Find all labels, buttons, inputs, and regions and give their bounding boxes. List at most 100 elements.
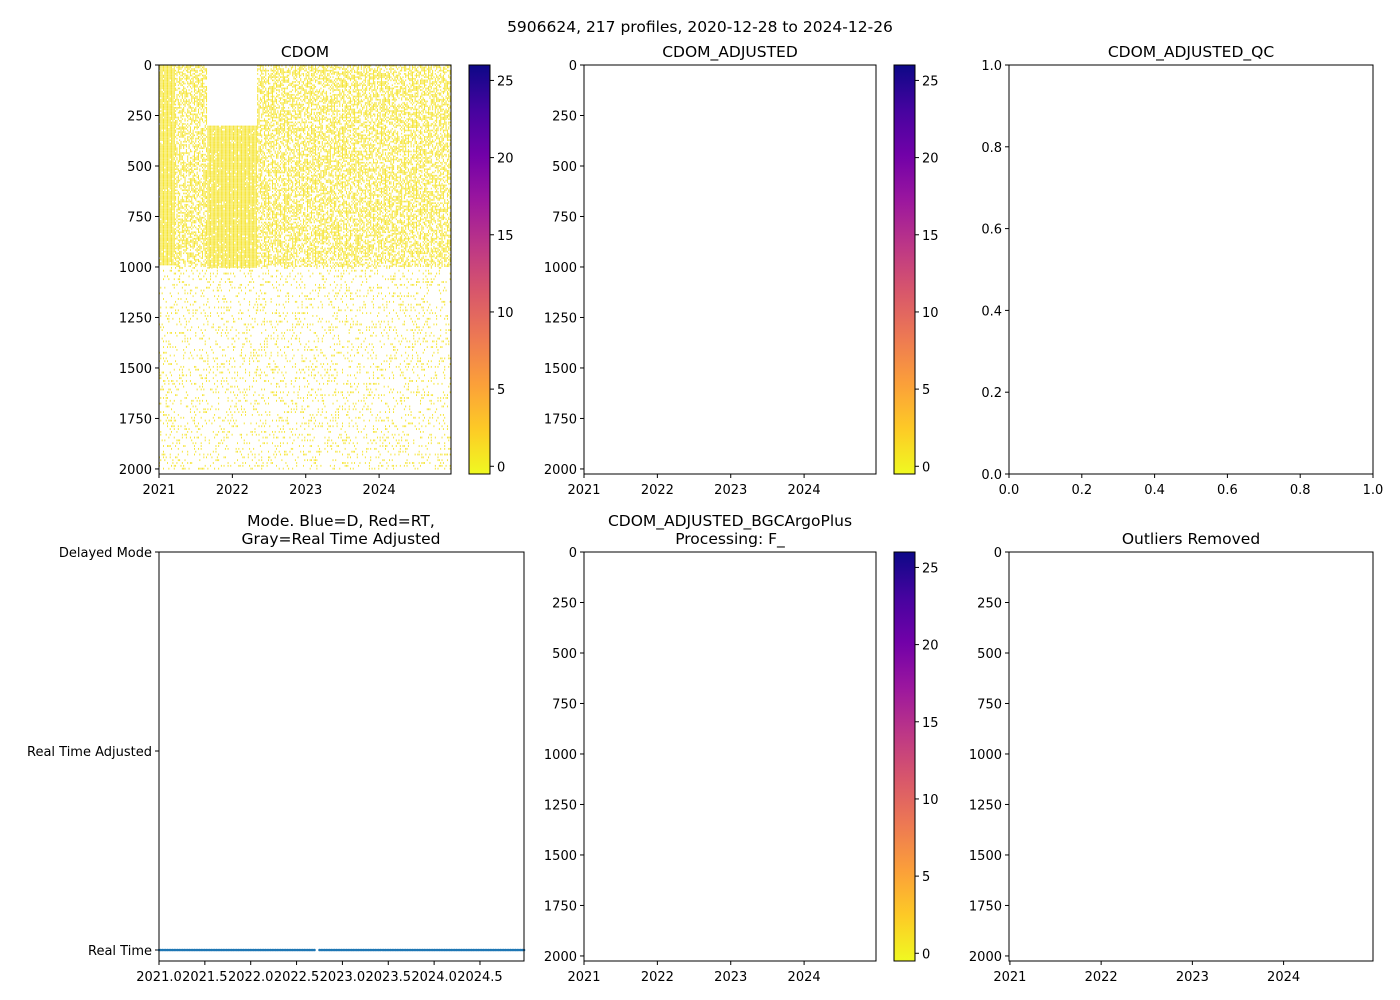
cdom-cell — [185, 165, 187, 167]
cdom-cell — [185, 241, 187, 243]
cdom-cell — [177, 203, 179, 206]
cdom-cell — [204, 258, 206, 261]
cdom-cell — [165, 252, 167, 255]
cdom-cell — [222, 212, 224, 215]
cdom-cell — [168, 66, 170, 69]
cdom-cell — [223, 178, 225, 181]
cdom-cell — [179, 76, 181, 78]
cdom-cell — [163, 467, 164, 470]
cdom-cell — [163, 208, 164, 211]
cdom-cell — [202, 136, 204, 138]
cdom-cell — [177, 223, 179, 225]
cdom-cell — [164, 191, 166, 193]
cdom-cell — [181, 81, 183, 83]
cdom-cell — [176, 363, 178, 365]
cdom-cell — [208, 135, 210, 137]
cdom-cell — [218, 459, 220, 462]
cdom-cell — [218, 289, 220, 292]
cdom-cell — [218, 201, 220, 204]
cdom-cell — [220, 264, 222, 267]
cdom-cell — [189, 126, 191, 129]
cdom-cell — [171, 202, 173, 204]
cdom-cell — [168, 245, 170, 248]
cdom-cell — [202, 66, 204, 69]
cdom-cell — [164, 147, 166, 150]
cdom-cell — [160, 255, 162, 258]
cdom-cell — [212, 246, 214, 249]
cdom-cell — [216, 193, 218, 196]
cdom-cell — [188, 115, 190, 117]
cdom-cell — [218, 190, 220, 192]
cdom-cell — [163, 100, 164, 103]
cdom-cell — [212, 177, 214, 179]
cdom-cell — [168, 147, 170, 150]
cdom-cell — [165, 131, 167, 133]
cdom-cell — [169, 187, 171, 190]
cdom-cell — [165, 300, 167, 303]
cdom-cell — [177, 298, 179, 300]
cdom-cell — [202, 224, 204, 227]
cdom-cell — [196, 97, 198, 99]
cdom-cell — [203, 408, 205, 411]
cdom-cell — [203, 108, 205, 111]
cdom-cell — [167, 111, 169, 114]
cdom-cell — [188, 265, 190, 267]
cdom-cell — [214, 214, 216, 217]
cdom-cell — [177, 165, 179, 167]
cdom-cell — [219, 266, 221, 268]
cdom-cell — [202, 223, 204, 225]
cdom-cell — [222, 229, 224, 231]
cdom-cell — [223, 264, 225, 267]
cdom-cell — [185, 113, 187, 116]
cdom-cell — [163, 351, 164, 354]
cdom-cell — [169, 184, 171, 187]
cdom-cell — [179, 275, 181, 278]
cdom-cell — [210, 203, 212, 205]
cdom-cell — [224, 199, 226, 202]
cdom-cell — [187, 100, 189, 103]
cdom-cell — [212, 248, 214, 251]
cdom-cell — [206, 411, 207, 414]
cdom-cell — [211, 167, 213, 170]
cdom-cell — [164, 161, 166, 164]
cdom-cell — [191, 399, 193, 402]
cdom-cell — [202, 74, 204, 77]
cdom-cell — [223, 204, 225, 207]
cdom-cell — [200, 118, 202, 120]
cdom-cell — [222, 165, 224, 168]
cdom-cell — [216, 204, 218, 207]
cdom-cell — [206, 191, 208, 193]
cdom-cell — [191, 430, 193, 433]
cdom-cell — [224, 204, 226, 207]
cdom-cell — [211, 232, 213, 234]
cdom-cell — [191, 245, 193, 248]
cdom-cell — [183, 252, 185, 255]
cdom-cell — [211, 204, 213, 207]
cdom-cell — [168, 121, 170, 124]
cdom-cell — [165, 306, 167, 309]
cdom-cell — [161, 123, 163, 125]
cdom-cell — [207, 246, 209, 249]
cdom-cell — [175, 262, 177, 264]
cdom-cell — [165, 160, 167, 162]
cdom-cell — [161, 233, 163, 235]
cdom-cell — [176, 334, 178, 337]
cdom-cell — [171, 76, 173, 78]
cdom-cell — [180, 272, 182, 275]
cdom-cell — [199, 102, 201, 104]
cdom-cell — [206, 221, 208, 224]
cdom-cell — [202, 191, 204, 193]
cdom-cell — [195, 182, 197, 185]
cdom-cell — [210, 132, 212, 134]
cdom-cell — [189, 215, 191, 217]
cdom-cell — [196, 163, 198, 166]
cdom-cell — [172, 113, 174, 116]
cdom-cell — [208, 254, 210, 257]
cdom-cell — [216, 174, 218, 176]
cdom-cell — [165, 340, 167, 343]
cdom-cell — [214, 144, 216, 147]
cdom-cell — [199, 191, 201, 193]
cdom-cell — [207, 183, 209, 186]
cdom-cell — [218, 445, 220, 447]
cdom-cell — [169, 182, 171, 185]
